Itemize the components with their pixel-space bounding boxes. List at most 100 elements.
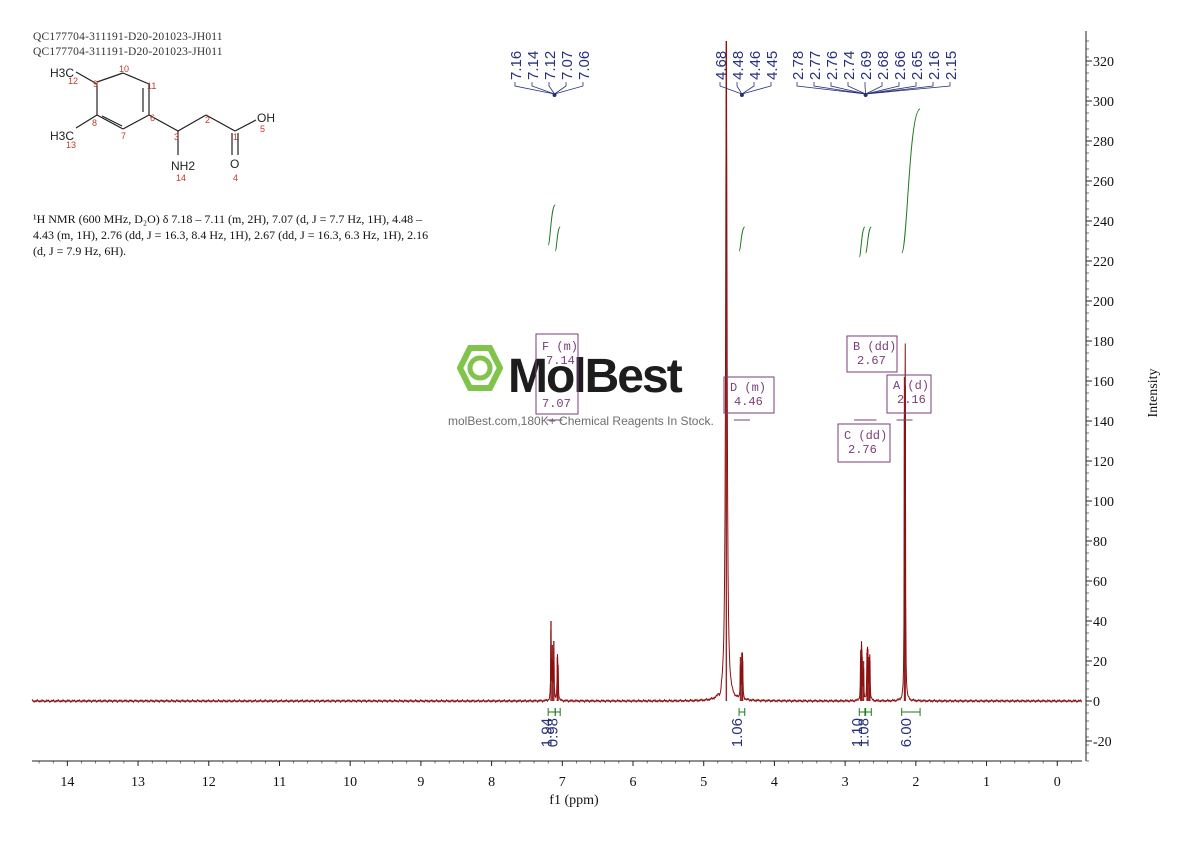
sample-id-line-2: QC177704-311191-D20-201023-JH011: [33, 46, 223, 58]
peak-label-leader: [719, 82, 743, 95]
peak-label-leader: [865, 82, 934, 95]
peak-label-leader: [531, 82, 555, 95]
peak-label: 2.68: [875, 51, 892, 80]
multiplet-title: B (dd): [853, 340, 896, 354]
peak-label-leader: [548, 82, 555, 95]
x-tick-label: 5: [700, 775, 707, 790]
x-tick-label: 6: [630, 775, 637, 790]
y-tick-label: 80: [1093, 535, 1107, 550]
structure-label: H3C: [50, 66, 74, 80]
peak-label-leader: [864, 82, 867, 95]
peak-label: 7.12: [542, 51, 559, 80]
peak-label-leader: [796, 82, 866, 95]
peak-label: 7.14: [525, 51, 542, 80]
multiplet-box: [846, 335, 898, 373]
watermark-logo-icon: [456, 345, 504, 391]
x-tick-label: 14: [60, 775, 74, 790]
x-tick-label: 12: [202, 775, 216, 790]
x-tick-label: 2: [912, 775, 919, 790]
structure-label: 14: [176, 173, 186, 183]
multiplet-shift: 2.67: [857, 354, 886, 368]
structure-label: NH2: [171, 159, 195, 173]
y-tick-label: 200: [1093, 295, 1114, 310]
peak-label: 7.06: [576, 51, 593, 80]
peak-label: 4.46: [747, 51, 764, 80]
peak-label-leader: [813, 82, 866, 95]
integral-value: 1.06: [729, 718, 746, 747]
x-tick-label: 13: [131, 775, 145, 790]
y-axis-label: Intensity: [1146, 369, 1161, 418]
y-tick-label: 260: [1093, 175, 1114, 190]
multiplet-shift-2: 7.07: [542, 397, 571, 411]
structure-label: 9: [93, 79, 98, 89]
multiplet-title: C (dd): [844, 429, 887, 443]
x-tick-label: 11: [273, 775, 286, 790]
integral-value: 1.94: [539, 718, 556, 747]
peak-label: 7.07: [559, 51, 576, 80]
watermark-tagline: molBest.com,180K+ Chemical Reagents In S…: [448, 414, 714, 428]
y-tick-label: 120: [1093, 455, 1114, 470]
peak-label-dot: [739, 93, 744, 97]
y-tick-label: 0: [1093, 695, 1100, 710]
y-tick-label: 300: [1093, 95, 1114, 110]
peak-label-dot: [863, 93, 868, 97]
multiplet-B: B (dd)2.67: [846, 335, 898, 421]
peak-label: 2.74: [841, 51, 858, 80]
peak-label: 2.69: [858, 51, 875, 80]
integral-value: 0.98: [545, 718, 562, 747]
peak-label-leader: [865, 82, 951, 95]
axes: 14 13 12 11 10 9 8 7 6 5 4 3 2 1 0f1 (ppm)-20020406080…: [32, 31, 1161, 808]
y-tick-label: 220: [1093, 255, 1114, 270]
y-tick-label: 40: [1093, 615, 1107, 630]
peak-label: 2.15: [943, 51, 960, 80]
peak-label: 2.78: [790, 51, 807, 80]
x-tick-label: 8: [488, 775, 495, 790]
integral-curve: [547, 204, 556, 246]
multiplet-box: [886, 374, 932, 414]
peak-label: 2.16: [926, 51, 943, 80]
integral-curve: [738, 226, 746, 252]
structure-label: H3C: [50, 129, 74, 143]
y-tick-label: 100: [1093, 495, 1114, 510]
peak-label-leader: [554, 82, 567, 95]
structure-label: 3: [174, 132, 179, 142]
y-tick-label: 140: [1093, 415, 1114, 430]
multiplet-box: [535, 333, 579, 415]
peak-label-leader: [865, 82, 900, 95]
integral-value: 6.00: [898, 718, 915, 747]
structure-label: 8: [92, 118, 97, 128]
y-tick-label: 320: [1093, 55, 1114, 70]
multiplet-shift: 4.46: [734, 395, 763, 409]
peak-label-leader: [865, 82, 917, 95]
structure-label: 11: [147, 81, 156, 91]
integral-curve: [901, 108, 921, 254]
structure-label: 4: [233, 173, 238, 183]
y-tick-label: 20: [1093, 655, 1107, 670]
structure-label: OH: [257, 111, 275, 125]
peak-label-leader: [514, 82, 555, 95]
x-tick-label: 1: [983, 775, 990, 790]
y-tick-label: 280: [1093, 135, 1114, 150]
multiplet-C: C (dd)2.76: [837, 419, 891, 463]
peak-label-leader: [830, 82, 866, 95]
multiplet-F: F (m)7.14 7.07: [535, 333, 579, 421]
peak-label: 2.76: [824, 51, 841, 80]
watermark-brand: MolBest: [508, 350, 683, 403]
peak-label: 4.48: [730, 51, 747, 80]
structure-label: 2: [205, 115, 210, 125]
structure-label: O: [230, 157, 239, 171]
multiplet-D: D (m)4.46: [723, 376, 775, 421]
peak-label-leader: [741, 82, 772, 95]
integral-value: 1.08: [855, 718, 872, 747]
y-tick-label: 240: [1093, 215, 1114, 230]
x-tick-label: 3: [842, 775, 849, 790]
structure-label: 13: [66, 140, 76, 150]
peak-label: 4.45: [764, 51, 781, 80]
peak-label-leader: [847, 82, 866, 95]
x-axis-label: f1 (ppm): [549, 793, 599, 808]
y-tick-label: 60: [1093, 575, 1107, 590]
multiplet-title: A (d): [893, 379, 929, 393]
x-tick-label: 7: [559, 775, 566, 790]
